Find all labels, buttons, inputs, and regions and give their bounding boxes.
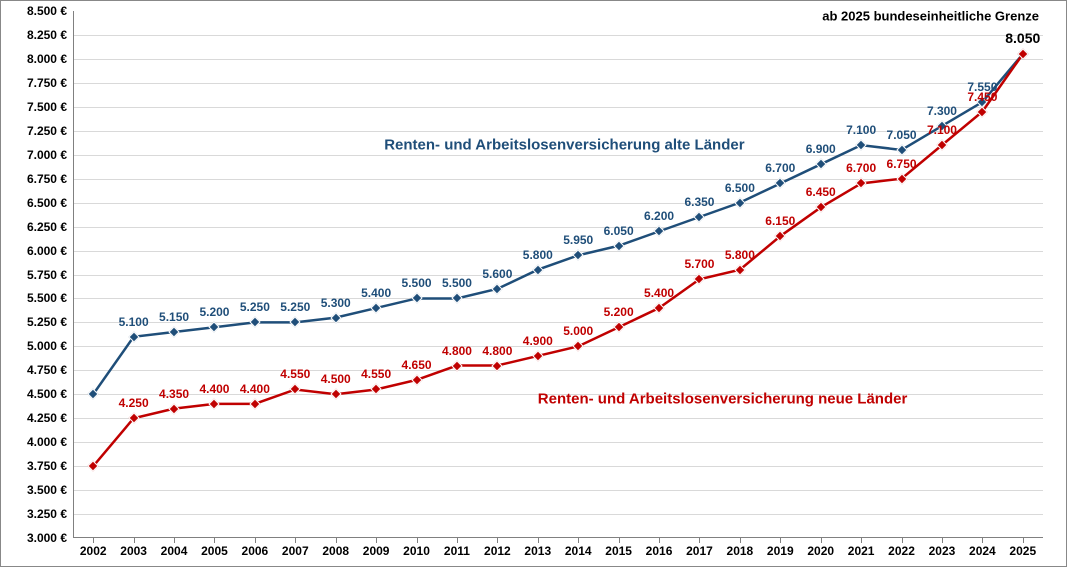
x-tick-mark [659, 538, 660, 543]
y-tick-label: 3.500 € [27, 483, 73, 497]
data-label-neue: 6.450 [806, 185, 836, 199]
data-label-alte: 5.250 [240, 300, 270, 314]
data-label-neue: 6.700 [846, 161, 876, 175]
data-label-neue: 4.500 [321, 372, 351, 386]
data-label-alte: 5.950 [563, 233, 593, 247]
y-tick-label: 7.250 € [27, 124, 73, 138]
annotation-note: ab 2025 bundeseinheitliche Grenze [822, 8, 1039, 23]
data-label-alte: 5.500 [442, 276, 472, 290]
plot-area: 3.000 €3.250 €3.500 €3.750 €4.000 €4.250… [73, 11, 1043, 538]
y-tick-label: 5.000 € [27, 339, 73, 353]
data-label-neue: 5.700 [684, 257, 714, 271]
series-label-neue: Renten- und Arbeitslosenversicherung neu… [538, 391, 908, 408]
y-tick-label: 6.500 € [27, 196, 73, 210]
data-label-alte: 6.350 [684, 195, 714, 209]
y-tick-label: 4.000 € [27, 435, 73, 449]
data-label-neue: 5.800 [725, 248, 755, 262]
data-label-neue: 4.550 [280, 367, 310, 381]
data-label-neue: 4.900 [523, 334, 553, 348]
data-label-alte: 5.500 [402, 276, 432, 290]
y-tick-label: 6.750 € [27, 172, 73, 186]
x-tick-mark [699, 538, 700, 543]
data-label-neue: 7.100 [927, 123, 957, 137]
data-label-neue: 7.450 [967, 90, 997, 104]
data-label-alte: 5.600 [482, 267, 512, 281]
data-label-alte: 5.300 [321, 296, 351, 310]
data-label-alte: 5.800 [523, 248, 553, 262]
data-label-alte: 6.050 [604, 224, 634, 238]
y-tick-label: 3.000 € [27, 531, 73, 545]
data-label-neue: 5.200 [604, 305, 634, 319]
y-tick-label: 7.000 € [27, 148, 73, 162]
x-tick-mark [214, 538, 215, 543]
y-tick-label: 5.750 € [27, 268, 73, 282]
data-label-neue: 6.150 [765, 214, 795, 228]
data-label-alte: 5.150 [159, 310, 189, 324]
y-tick-label: 4.250 € [27, 411, 73, 425]
chart-container: 3.000 € 3.250 € 3.500 € 3.750 € 4.000 € 4.250… [0, 0, 1067, 567]
y-tick-label: 3.750 € [27, 459, 73, 473]
x-tick-mark [497, 538, 498, 543]
y-tick-label: 4.750 € [27, 363, 73, 377]
x-tick-mark [861, 538, 862, 543]
data-label-neue: 4.400 [240, 382, 270, 396]
x-tick-mark [619, 538, 620, 543]
data-label-neue: 4.400 [199, 382, 229, 396]
x-tick-mark [174, 538, 175, 543]
data-label-alte: 5.250 [280, 300, 310, 314]
data-label-alte: 6.700 [765, 161, 795, 175]
series-lines-svg [73, 11, 1043, 538]
x-tick-mark [134, 538, 135, 543]
x-tick-mark [295, 538, 296, 543]
y-tick-label: 4.500 € [27, 387, 73, 401]
x-tick-mark [417, 538, 418, 543]
data-label-alte: 7.100 [846, 123, 876, 137]
y-tick-label: 5.500 € [27, 291, 73, 305]
x-tick-mark [740, 538, 741, 543]
y-tick-label: 7.500 € [27, 100, 73, 114]
y-tick-label: 5.250 € [27, 315, 73, 329]
data-label-alte: 8.050 [1005, 30, 1040, 46]
y-tick-label: 3.250 € [27, 507, 73, 521]
data-label-neue: 5.000 [563, 324, 593, 338]
y-tick-label: 8.250 € [27, 28, 73, 42]
x-tick-mark [93, 538, 94, 543]
x-tick-mark [538, 538, 539, 543]
data-label-alte: 5.400 [361, 286, 391, 300]
series-line-alte [93, 54, 1023, 394]
x-tick-mark [1023, 538, 1024, 543]
data-label-alte: 5.100 [119, 315, 149, 329]
y-tick-label: 7.750 € [27, 76, 73, 90]
data-label-alte: 7.300 [927, 104, 957, 118]
x-tick-mark [376, 538, 377, 543]
y-tick-label: 8.000 € [27, 52, 73, 66]
data-label-neue: 4.250 [119, 396, 149, 410]
x-tick-mark [942, 538, 943, 543]
x-tick-mark [902, 538, 903, 543]
x-tick-mark [255, 538, 256, 543]
y-tick-label: 6.250 € [27, 220, 73, 234]
x-tick-mark [457, 538, 458, 543]
x-tick-mark [780, 538, 781, 543]
data-label-alte: 6.200 [644, 209, 674, 223]
data-label-neue: 4.350 [159, 387, 189, 401]
x-tick-mark [982, 538, 983, 543]
data-label-alte: 6.500 [725, 181, 755, 195]
series-label-alte: Renten- und Arbeitslosenversicherung alt… [384, 137, 744, 154]
y-tick-label: 6.000 € [27, 244, 73, 258]
data-label-neue: 4.800 [482, 344, 512, 358]
data-label-neue: 4.550 [361, 367, 391, 381]
data-label-neue: 4.800 [442, 344, 472, 358]
data-label-alte: 7.050 [887, 128, 917, 142]
data-label-alte: 5.200 [199, 305, 229, 319]
data-label-neue: 5.400 [644, 286, 674, 300]
data-label-neue: 4.650 [402, 358, 432, 372]
x-tick-mark [821, 538, 822, 543]
x-tick-mark [578, 538, 579, 543]
data-label-alte: 6.900 [806, 142, 836, 156]
x-tick-mark [336, 538, 337, 543]
y-tick-label: 8.500 € [27, 4, 73, 18]
data-label-neue: 6.750 [887, 157, 917, 171]
